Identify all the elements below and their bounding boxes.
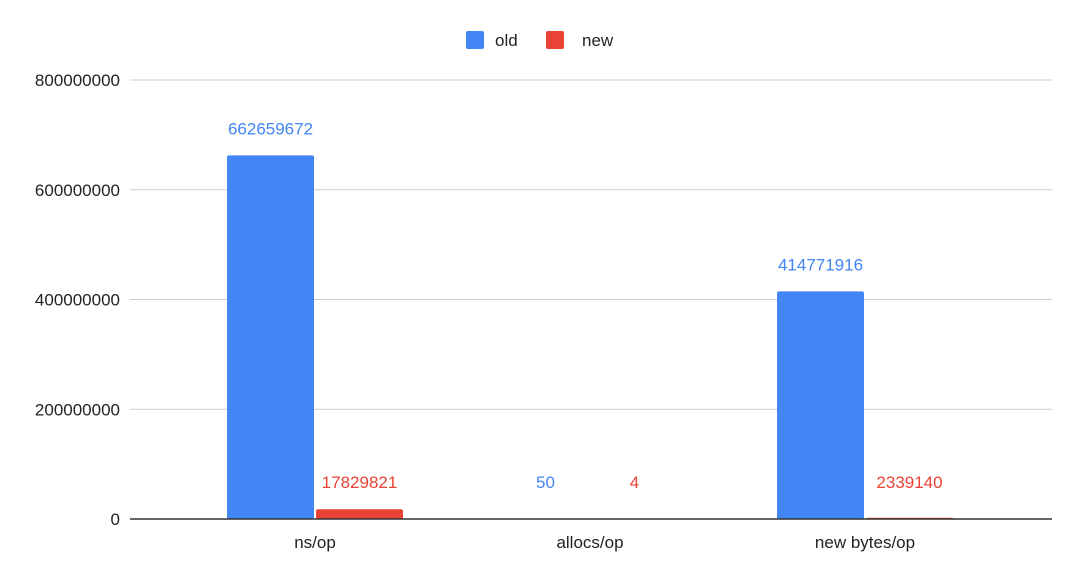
y-tick-label: 600000000 <box>35 181 120 200</box>
bar-old <box>777 291 864 519</box>
legend-item-new: new <box>546 31 614 50</box>
y-axis-tick-labels: 0 200000000 400000000 600000000 800000000 <box>35 71 120 529</box>
legend-label-old: old <box>495 31 518 50</box>
x-axis-tick-labels: ns/op allocs/op new bytes/op <box>294 533 915 552</box>
data-label-old: 414771916 <box>778 255 863 274</box>
bars <box>227 155 953 519</box>
bar-old <box>227 155 314 519</box>
x-tick-label: allocs/op <box>556 533 623 552</box>
x-tick-label: new bytes/op <box>815 533 915 552</box>
legend-item-old: old <box>466 31 518 50</box>
y-tick-label: 200000000 <box>35 400 120 419</box>
data-label-old: 662659672 <box>228 119 313 138</box>
y-tick-label: 400000000 <box>35 291 120 310</box>
legend-swatch-old <box>466 31 484 49</box>
y-tick-label: 0 <box>111 510 120 529</box>
y-tick-label: 800000000 <box>35 71 120 90</box>
data-labels: 662659672 17829821 50 4 414771916 2339140 <box>228 119 943 492</box>
legend-label-new: new <box>582 31 614 50</box>
data-label-old: 50 <box>536 473 555 492</box>
bar-new <box>316 509 403 519</box>
x-tick-label: ns/op <box>294 533 336 552</box>
legend-swatch-new <box>546 31 564 49</box>
data-label-new: 17829821 <box>322 473 398 492</box>
legend: old new <box>466 31 614 50</box>
data-label-new: 2339140 <box>876 473 942 492</box>
data-label-new: 4 <box>630 473 639 492</box>
